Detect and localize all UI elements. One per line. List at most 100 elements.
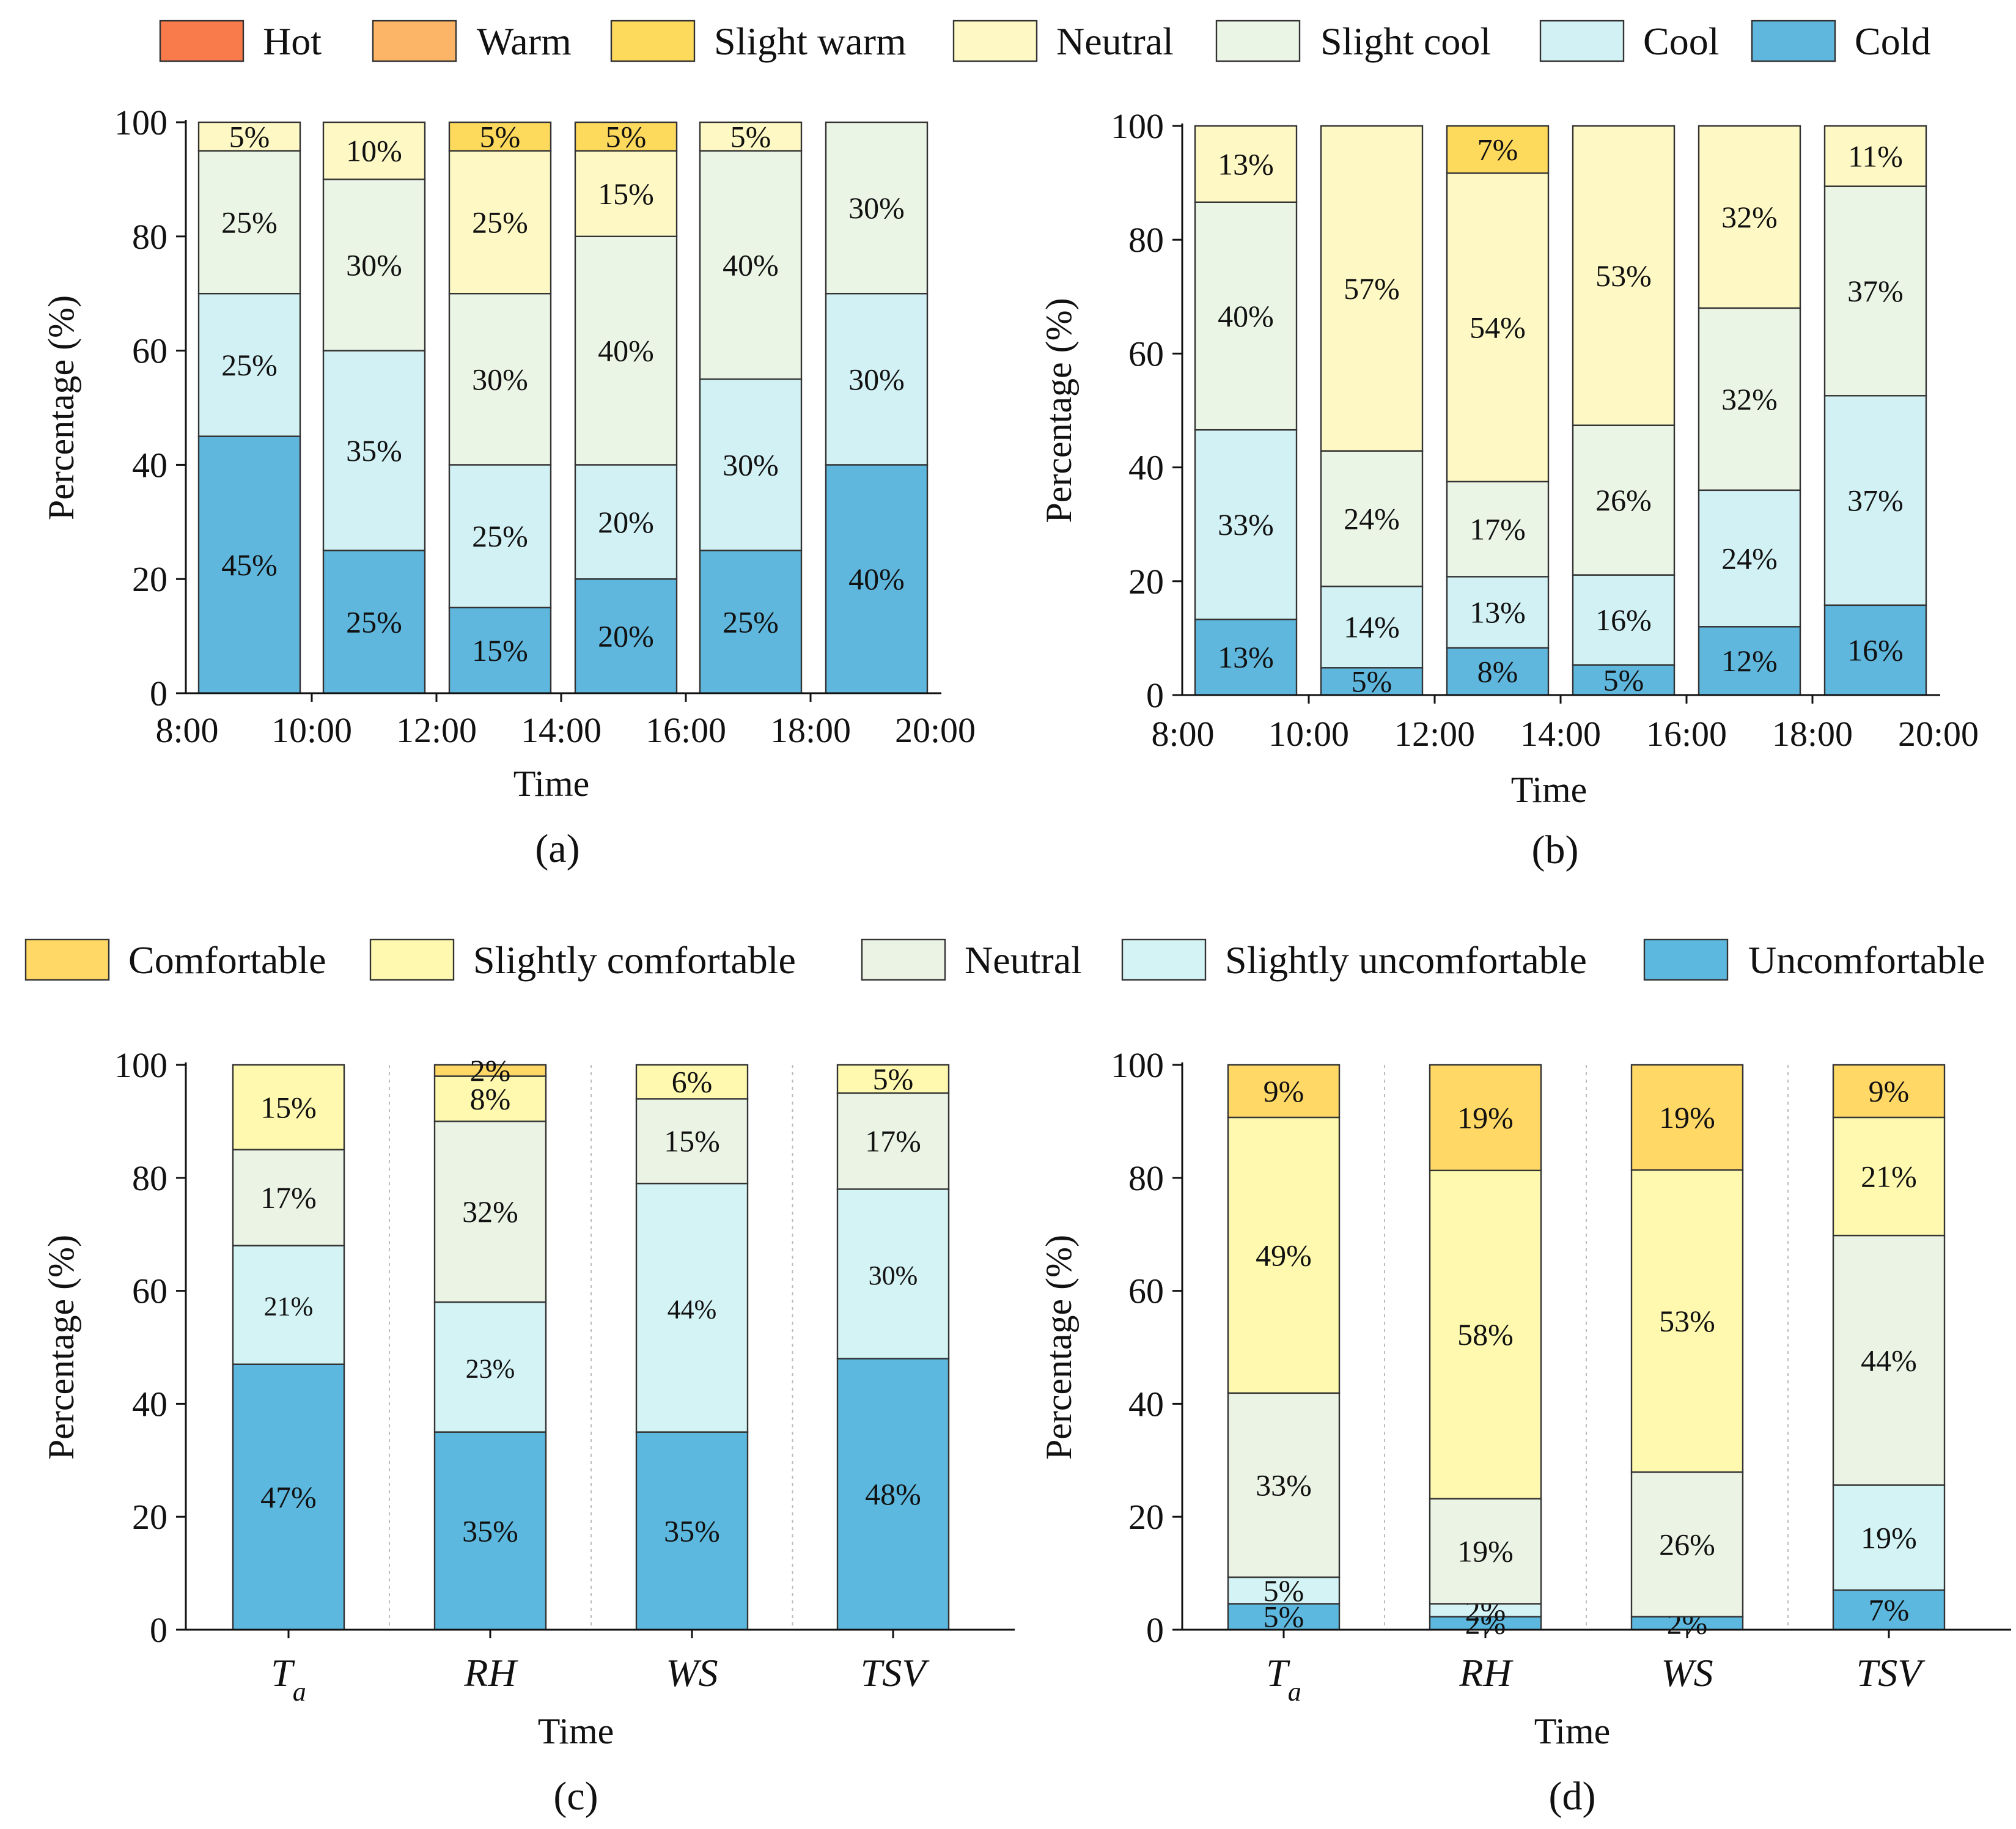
data-label: 37% — [1847, 274, 1904, 308]
data-label: 53% — [1595, 259, 1652, 293]
y-tick-label: 20 — [1128, 562, 1164, 602]
legend-label-slightly-comfortable: Slightly comfortable — [473, 938, 796, 982]
bar-segment-cool — [322, 350, 426, 551]
y-tick-label: 20 — [132, 1497, 167, 1537]
bar-segment-slightly-comfortable — [1429, 1169, 1542, 1500]
data-label: 25% — [346, 605, 402, 639]
x-tick-label: 18:00 — [1772, 714, 1853, 754]
data-label: 40% — [598, 334, 654, 368]
x-tick-label: 10:00 — [1268, 714, 1349, 754]
legend-label-neutral: Neutral — [1056, 20, 1174, 63]
x-tick-label: 16:00 — [646, 710, 726, 750]
bar-segment-neutral — [448, 150, 552, 295]
bar-segment-comfortable — [1832, 1064, 1946, 1119]
bar-segment-slightly-comfortable — [635, 1064, 749, 1100]
y-tick-label: 100 — [1111, 1045, 1164, 1085]
legend-label-slightly-uncomfortable: Slightly uncomfortable — [1225, 938, 1587, 982]
bar-segment-slight-cool — [1823, 185, 1927, 397]
data-label: 5% — [1603, 663, 1644, 697]
bar-segment-cold — [322, 550, 426, 694]
panel-a: 45% 25% 25% 5% 25% 35% 30% 10% 15% 25% 30% 25% 5% 20%… — [41, 103, 976, 871]
y-axis-title: Percentage (%) — [41, 295, 81, 520]
bar-segment-slightly-uncomfortable — [232, 1245, 345, 1365]
data-label: 30% — [848, 191, 905, 225]
data-label: 30% — [723, 447, 779, 482]
legend-swatch-cold — [1751, 20, 1836, 62]
data-label: 44% — [1861, 1343, 1917, 1377]
legend-bottom: Comfortable Slightly comfortable Neutral Sl… — [24, 938, 1985, 982]
bar-segment-slightly-uncomfortable — [1832, 1484, 1946, 1591]
y-tick-label: 40 — [132, 1384, 167, 1424]
data-label: 24% — [1721, 542, 1778, 576]
data-label: 15% — [664, 1124, 720, 1158]
legend-label-neutral: Neutral — [965, 938, 1082, 982]
y-tick-label: 40 — [1128, 448, 1164, 488]
panel-label: (c) — [553, 1774, 598, 1819]
bar-segment-slightly-uncomfortable — [433, 1301, 547, 1433]
bar-segment-neutral — [1227, 1392, 1341, 1578]
legend-swatch-slightly-uncomfortable — [1121, 938, 1207, 981]
data-label: 7% — [1477, 133, 1518, 167]
bar-segment-slight-cool — [574, 235, 678, 466]
bar-segment-cold — [699, 550, 803, 694]
data-label: 11% — [1848, 139, 1903, 173]
data-label: 13% — [1470, 595, 1526, 630]
data-label: 35% — [462, 1514, 518, 1548]
x-category-label: TSV — [1856, 1651, 1926, 1695]
y-tick-label: 100 — [1111, 106, 1164, 146]
data-label: 25% — [472, 519, 528, 553]
data-label: 19% — [1861, 1520, 1917, 1555]
data-label: 30% — [869, 1260, 918, 1290]
data-label: 32% — [462, 1194, 518, 1229]
data-label: 14% — [1344, 610, 1400, 644]
y-axis-title: Percentage (%) — [1039, 298, 1079, 523]
x-category-label: RH — [463, 1651, 518, 1695]
bar-segment-slightly-uncomfortable — [635, 1182, 749, 1433]
legend-label-hot: Hot — [263, 20, 322, 63]
bar-segment-slightly-comfortable — [836, 1064, 950, 1094]
x-category-label: RH — [1459, 1651, 1514, 1695]
legend-swatch-slight-warm — [610, 20, 696, 62]
legend-label-cold: Cold — [1855, 20, 1930, 63]
x-category-label: Ta — [271, 1651, 306, 1707]
bar-segment-neutral — [322, 121, 426, 180]
panel-c: 47% 21% 17% 15% 35% 23% 32% 8%2% 35% 44% 15% 6% 48% 3… — [41, 1045, 1015, 1819]
y-tick-label: 80 — [132, 1158, 167, 1198]
data-label: 5% — [873, 1062, 914, 1096]
bar-segment-comfortable — [1227, 1064, 1341, 1119]
data-label: 25% — [221, 348, 278, 382]
x-axis-title: Time — [1534, 1711, 1611, 1751]
data-label: 5% — [730, 119, 771, 153]
bar-segment-slightly-comfortable — [1630, 1169, 1744, 1473]
x-tick-label: 18:00 — [770, 710, 851, 750]
bar-segment-slight-cool — [1698, 307, 1801, 491]
data-label: 5% — [1264, 1600, 1304, 1634]
legend-swatch-slight-cool — [1215, 20, 1301, 62]
bar-segment-comfortable — [1429, 1064, 1542, 1171]
bar-segment-cold — [197, 435, 301, 694]
data-label: 16% — [1595, 603, 1652, 637]
data-label: 8% — [1477, 654, 1518, 688]
bar-segment-cold — [1572, 664, 1676, 696]
bar-segment-neutral — [1446, 172, 1550, 483]
bar-segment-slight-warm — [448, 121, 552, 152]
data-label: 54% — [1470, 311, 1526, 345]
y-tick-label: 60 — [1128, 1271, 1164, 1311]
bar-segment-slight-warm — [574, 121, 678, 152]
bar-segment-cool — [1698, 489, 1801, 628]
y-tick-label: 40 — [1128, 1384, 1164, 1424]
data-label: 49% — [1256, 1238, 1312, 1272]
legend-label-slight-warm: Slight warm — [714, 20, 907, 63]
data-label: 25% — [723, 605, 779, 639]
legend-swatch-neutral — [861, 938, 946, 981]
bar-segment-cool — [1320, 585, 1424, 669]
x-axis-title: Time — [1511, 770, 1587, 810]
data-label: 5% — [480, 119, 521, 153]
data-label: 19% — [1457, 1100, 1514, 1135]
data-label: 15% — [598, 177, 654, 211]
data-label: 30% — [472, 362, 528, 396]
legend-swatch-slightly-comfortable — [369, 938, 455, 981]
x-tick-label: 14:00 — [521, 710, 601, 750]
data-label: 30% — [346, 248, 402, 282]
